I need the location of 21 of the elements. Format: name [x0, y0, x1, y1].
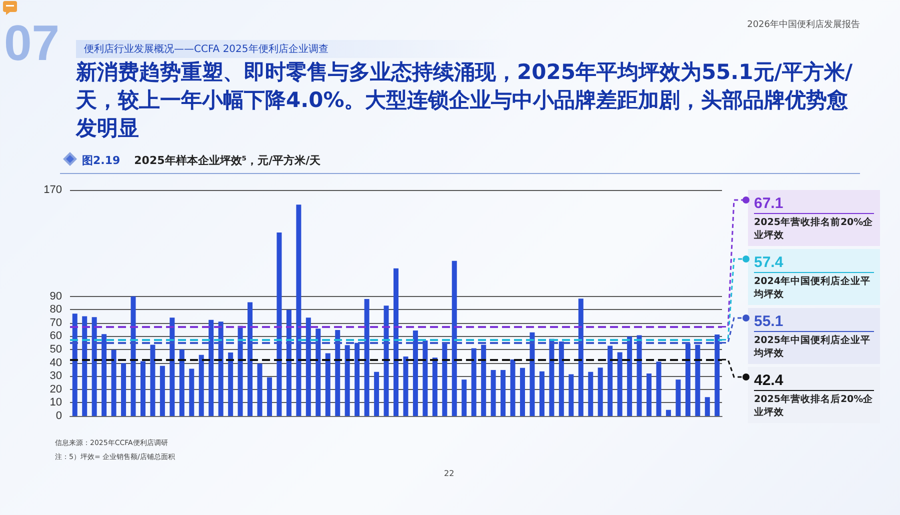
y-tick-label: 80	[50, 304, 62, 316]
legend-label: 42.4 2025年营收排名后20%企业坪效	[754, 371, 874, 419]
chart-title: 新消费趋势重塑、即时零售与多业态持续涌现，2025年平均坪效为55.1元/平方米/天，较上一年小幅下降4.0%。大型连锁企业与中小品牌差距加剧，头部品牌优势愈发明显	[76, 59, 854, 142]
y-tick-label: 60	[50, 330, 62, 342]
y-tick-label: 50	[50, 344, 62, 356]
ref-line-label: 55.1 2025年中国便利店企业平均坪效	[754, 312, 872, 360]
y-tick-label: 10	[50, 396, 62, 409]
text: 07	[4, 15, 60, 71]
y-tick-label: 90	[50, 290, 62, 302]
y-tick-label: 20	[50, 383, 62, 396]
y-tick-label: 170	[44, 184, 62, 196]
text: 图2.19 2025年样本企业坪效⁵，元/平方米/天	[82, 154, 321, 167]
text: 2026年中国便利店发展报告	[747, 18, 860, 31]
legend-label: 67.1 2025年营收排名前20%企业坪效	[754, 194, 874, 242]
legend-label: 57.4 2024年中国便利店企业平均坪效	[754, 253, 872, 301]
text: 便利店行业发展概况——CCFA 2025年便利店企业调查	[76, 40, 512, 58]
y-tick-label: 40	[50, 356, 62, 369]
y-tick-label: 30	[50, 370, 62, 382]
y-tick-label: 0	[56, 410, 62, 422]
text: 22	[444, 469, 454, 478]
y-tick-label: 70	[50, 316, 62, 329]
